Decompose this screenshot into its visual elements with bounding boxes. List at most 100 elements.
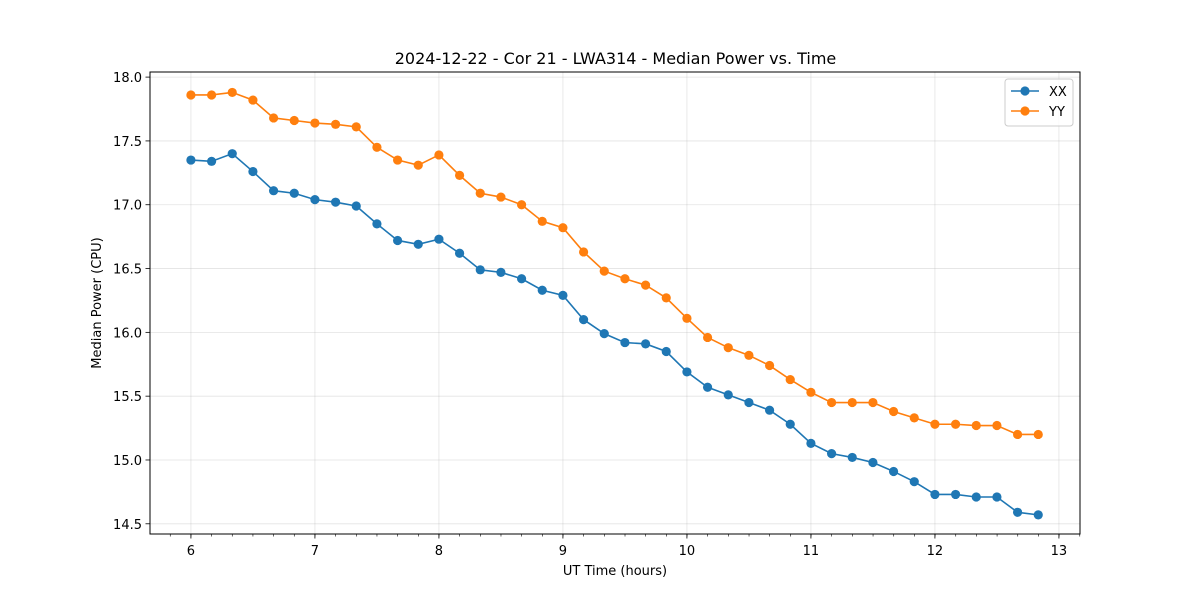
- data-point-yy: [186, 90, 196, 100]
- data-point-yy: [248, 95, 258, 105]
- data-point-yy: [496, 192, 506, 202]
- data-point-yy: [537, 216, 547, 226]
- data-point-yy: [413, 160, 423, 170]
- x-tick-label: 12: [927, 544, 944, 559]
- data-point-yy: [599, 266, 609, 276]
- data-point-yy: [702, 332, 713, 343]
- data-point-xx: [930, 489, 940, 500]
- data-point-yy: [392, 155, 403, 165]
- legend-label-xx: XX: [1049, 85, 1067, 100]
- x-tick-label: 6: [187, 544, 195, 559]
- data-point-xx: [496, 267, 506, 277]
- data-point-xx: [186, 155, 196, 165]
- data-point-yy: [868, 397, 878, 408]
- data-point-yy: [206, 90, 217, 100]
- data-point-yy: [992, 420, 1002, 431]
- data-point-xx: [475, 265, 485, 275]
- data-point-xx: [413, 239, 423, 249]
- plot-frame: [149, 71, 1081, 535]
- data-point-xx: [620, 337, 630, 348]
- data-point-xx: [826, 448, 837, 459]
- data-point-xx: [578, 314, 589, 325]
- y-tick-label: 14.5: [113, 518, 142, 533]
- data-point-yy: [434, 150, 444, 160]
- x-axis-label: UT Time (hours): [563, 564, 667, 579]
- x-tick-label: 13: [1051, 544, 1068, 559]
- data-point-xx: [289, 188, 299, 198]
- data-point-xx: [888, 466, 899, 477]
- y-tick-label: 15.0: [113, 454, 142, 469]
- y-tick-label: 17.5: [113, 135, 142, 150]
- y-tick-label: 16.5: [113, 263, 142, 278]
- data-point-xx: [640, 339, 651, 349]
- data-point-xx: [868, 457, 878, 468]
- data-point-yy: [268, 113, 279, 123]
- data-point-yy: [227, 87, 237, 98]
- axes: 6 7 8 9 10 11 12 13 14.5 15.0 15.5 16.0 16.5 17.0 17.5…: [113, 71, 1081, 559]
- data-point-yy: [744, 350, 754, 360]
- data-point-yy: [909, 413, 919, 423]
- data-point-xx: [785, 419, 795, 429]
- data-point-xx: [992, 492, 1002, 502]
- data-point-yy: [310, 118, 320, 128]
- data-point-xx: [847, 452, 857, 463]
- legend-label-yy: YY: [1048, 105, 1065, 120]
- data-point-yy: [558, 223, 568, 233]
- data-point-xx: [434, 234, 444, 244]
- data-point-yy: [930, 419, 940, 429]
- y-tick-label: 17.0: [113, 199, 142, 214]
- x-tick-label: 10: [679, 544, 696, 559]
- y-tick-label: 18.0: [113, 71, 142, 86]
- data-point-yy: [847, 397, 857, 408]
- legend-marker-yy: [1020, 106, 1030, 116]
- chart-title: 2024-12-22 - Cor 21 - LWA314 - Median Po…: [395, 49, 837, 68]
- data-point-xx: [1033, 510, 1043, 520]
- data-point-yy: [971, 420, 981, 431]
- data-point-xx: [330, 197, 341, 207]
- data-point-yy: [1012, 429, 1023, 440]
- x-tick-label: 11: [803, 544, 820, 559]
- data-point-xx: [558, 290, 568, 300]
- data-point-yy: [372, 142, 382, 152]
- data-point-xx: [661, 346, 671, 357]
- data-point-yy: [785, 374, 795, 385]
- data-point-yy: [330, 119, 341, 129]
- data-point-yy: [806, 387, 816, 397]
- data-point-xx: [744, 397, 754, 408]
- data-point-yy: [888, 406, 899, 417]
- data-point-xx: [268, 186, 279, 196]
- y-axis-label: Median Power (CPU): [90, 237, 105, 368]
- data-point-xx: [971, 492, 981, 502]
- grid-lines: [150, 72, 1080, 534]
- legend: XX YY: [1004, 78, 1074, 127]
- data-point-xx: [1012, 507, 1023, 517]
- data-point-yy: [682, 313, 692, 323]
- series-group: [186, 87, 1043, 520]
- data-point-xx: [392, 235, 403, 246]
- data-point-xx: [806, 438, 816, 448]
- series-line-yy: [190, 91, 1039, 436]
- data-point-yy: [516, 200, 527, 210]
- data-point-xx: [950, 489, 961, 500]
- data-point-yy: [475, 188, 485, 198]
- x-tick-label: 8: [435, 544, 443, 559]
- data-point-xx: [599, 329, 609, 339]
- data-point-yy: [1033, 429, 1043, 440]
- data-point-xx: [537, 285, 547, 295]
- data-point-xx: [206, 156, 217, 166]
- data-point-xx: [310, 195, 320, 205]
- y-tick-label: 15.5: [113, 390, 142, 405]
- data-point-xx: [248, 166, 258, 177]
- data-point-yy: [723, 343, 733, 353]
- data-point-yy: [351, 122, 361, 132]
- data-point-xx: [909, 477, 919, 487]
- data-point-yy: [950, 419, 961, 429]
- data-point-xx: [227, 149, 237, 159]
- data-point-yy: [289, 115, 299, 126]
- x-tick-label: 9: [559, 544, 567, 559]
- data-point-xx: [723, 390, 733, 400]
- legend-marker-xx: [1020, 86, 1030, 96]
- data-point-xx: [454, 248, 465, 258]
- series-line-xx: [190, 152, 1039, 516]
